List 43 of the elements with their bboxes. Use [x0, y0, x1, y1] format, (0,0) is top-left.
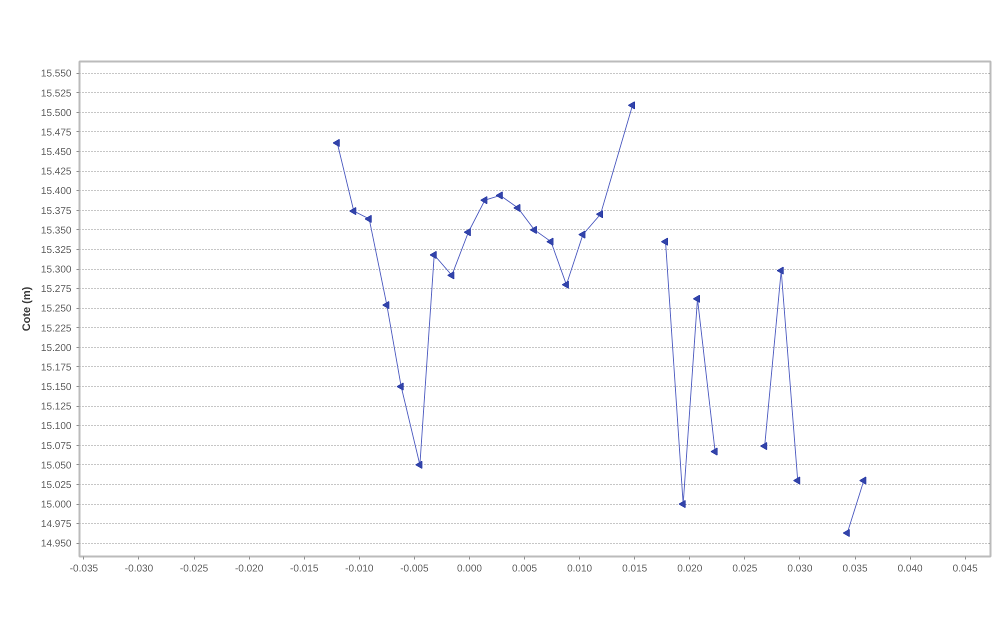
x-tick-label: 0.015	[622, 564, 648, 574]
x-tick-label: -0.035	[70, 564, 99, 574]
y-tick-label: 15.225	[40, 323, 72, 334]
y-tick-label: 15.275	[40, 284, 72, 296]
x-tick-label: -0.010	[345, 564, 374, 574]
y-tick-label: 15.525	[40, 88, 72, 100]
x-tick-label: 0.035	[842, 564, 868, 574]
x-tick-label: -0.025	[180, 564, 209, 574]
y-tick-label: 15.375	[40, 206, 72, 217]
y-tick-label: 15.150	[40, 382, 72, 394]
y-tick-label: 15.250	[40, 304, 72, 315]
y-tick-label: 15.450	[40, 147, 72, 158]
y-tick-label: 14.975	[40, 519, 72, 530]
y-tick-label: 15.325	[40, 244, 72, 256]
x-tick-label: -0.015	[290, 564, 319, 574]
y-tick-label: 15.075	[40, 440, 72, 452]
y-tick-label: 15.200	[40, 342, 72, 354]
x-tick-label: 0.000	[456, 564, 482, 574]
y-tick-label: 15.175	[40, 362, 72, 374]
y-tick-label: 15.475	[40, 127, 72, 138]
y-tick-label: 15.400	[40, 186, 72, 198]
y-tick-label: 15.050	[40, 460, 72, 472]
y-tick-label: 15.350	[40, 225, 72, 236]
x-tick-label: 0.010	[567, 564, 593, 574]
x-tick-label: 0.025	[732, 564, 758, 574]
y-tick-label: 15.025	[40, 480, 72, 491]
x-tick-label: 0.005	[512, 564, 538, 574]
x-tick-label: 0.030	[787, 564, 813, 574]
x-tick-label: 0.040	[898, 564, 924, 574]
x-tick-label: -0.005	[400, 564, 429, 574]
y-tick-label: 15.300	[40, 264, 72, 276]
y-tick-label: 15.550	[40, 68, 72, 80]
x-tick-label: -0.020	[234, 564, 264, 574]
y-tick-label: 15.500	[40, 108, 72, 119]
x-tick-label: 0.020	[677, 564, 703, 574]
y-tick-label: 15.125	[40, 402, 72, 413]
y-axis-title: Cote (m)	[20, 286, 33, 332]
y-tick-label: 15.425	[40, 166, 72, 178]
x-tick-label: -0.030	[124, 564, 154, 574]
y-tick-label: 15.100	[40, 421, 72, 432]
x-tick-label: 0.045	[952, 564, 978, 574]
y-tick-label: 15.000	[40, 500, 72, 511]
y-tick-label: 14.950	[40, 538, 72, 550]
